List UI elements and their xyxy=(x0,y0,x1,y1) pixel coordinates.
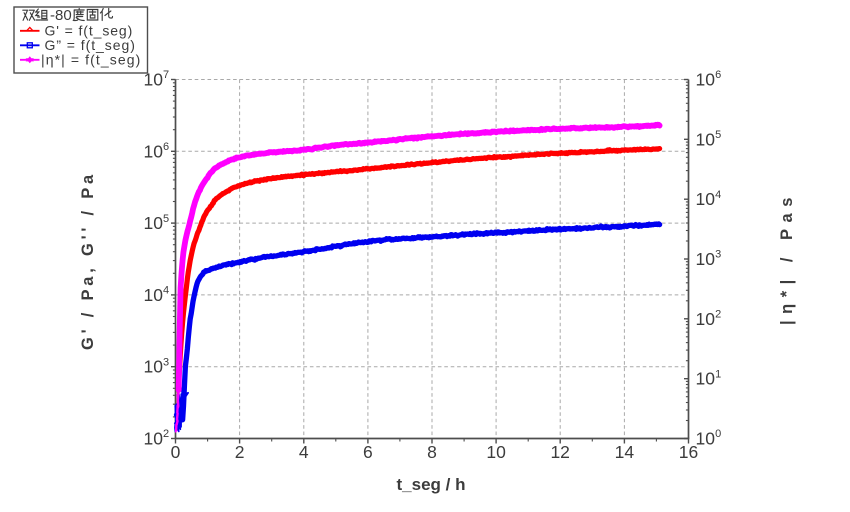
svg-text:0: 0 xyxy=(715,428,721,440)
svg-text:3: 3 xyxy=(715,249,721,261)
svg-text:10: 10 xyxy=(696,70,716,90)
svg-text:2: 2 xyxy=(163,428,169,440)
svg-text:2: 2 xyxy=(715,309,721,321)
svg-text:G” = f(t_seg): G” = f(t_seg) xyxy=(45,37,136,53)
svg-text:4: 4 xyxy=(299,442,309,462)
svg-text:12: 12 xyxy=(550,442,569,462)
svg-text:10: 10 xyxy=(144,357,164,377)
svg-text:G' = f(t_seg): G' = f(t_seg) xyxy=(45,23,134,39)
svg-text:10: 10 xyxy=(696,369,716,389)
svg-text:8: 8 xyxy=(427,442,437,462)
svg-text:G' / Pa, G'' / Pa: G' / Pa, G'' / Pa xyxy=(79,171,97,350)
svg-text:10: 10 xyxy=(144,141,164,161)
svg-text:|η*| / Pas: |η*| / Pas xyxy=(778,191,796,325)
svg-text:1: 1 xyxy=(715,368,721,380)
svg-text:0: 0 xyxy=(171,442,181,462)
svg-text:10: 10 xyxy=(144,70,164,90)
svg-text:7: 7 xyxy=(163,69,169,81)
svg-text:10: 10 xyxy=(144,213,164,233)
svg-text:4: 4 xyxy=(163,285,169,297)
svg-text:3: 3 xyxy=(163,356,169,368)
svg-text:5: 5 xyxy=(715,129,721,141)
svg-text:10: 10 xyxy=(486,442,506,462)
svg-text:10: 10 xyxy=(696,249,716,269)
svg-text:|η*| = f(t_seg): |η*| = f(t_seg) xyxy=(41,52,141,68)
svg-text:10: 10 xyxy=(696,189,716,209)
svg-text:10: 10 xyxy=(144,429,164,449)
svg-text:10: 10 xyxy=(696,309,716,329)
svg-text:2: 2 xyxy=(235,442,245,462)
svg-text:10: 10 xyxy=(696,129,716,149)
svg-text:16: 16 xyxy=(679,442,698,462)
svg-text:6: 6 xyxy=(715,69,721,81)
svg-text:4: 4 xyxy=(715,189,721,201)
svg-text:10: 10 xyxy=(696,429,716,449)
svg-text:-80: -80 xyxy=(50,7,72,24)
svg-text:5: 5 xyxy=(163,213,169,225)
svg-text:14: 14 xyxy=(615,442,635,462)
svg-text:10: 10 xyxy=(144,285,164,305)
svg-text:6: 6 xyxy=(363,442,373,462)
svg-text:6: 6 xyxy=(163,141,169,153)
svg-text:t_seg / h: t_seg / h xyxy=(397,475,466,494)
